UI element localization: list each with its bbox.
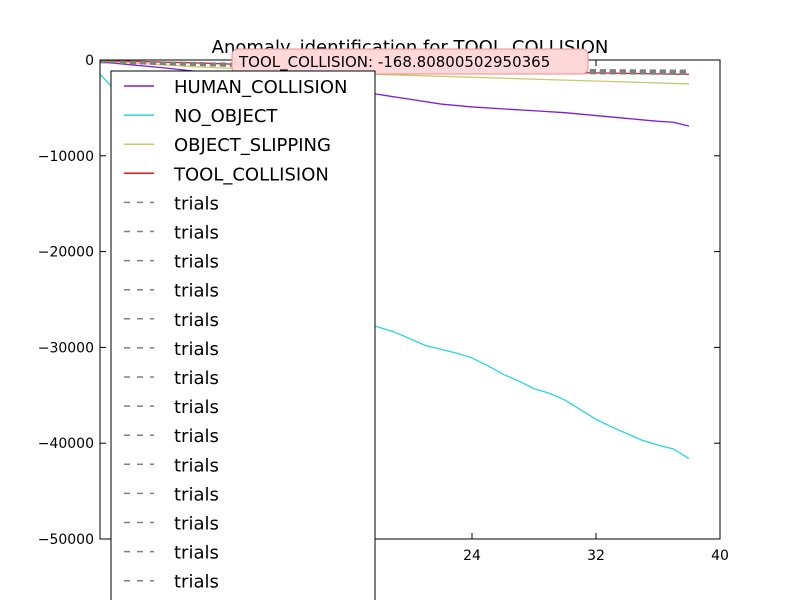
y-tick-label: −50000 <box>38 532 94 548</box>
legend-entry: trials <box>124 426 219 447</box>
legend-entry: OBJECT_SLIPPING <box>124 135 331 156</box>
legend-label: HUMAN_COLLISION <box>174 77 348 98</box>
legend-label: trials <box>174 426 219 447</box>
legend-entry: trials <box>124 514 219 535</box>
legend-label: trials <box>174 572 219 593</box>
legend-entry: trials <box>124 193 219 214</box>
series-line-1 <box>99 73 690 460</box>
legend-entry: HUMAN_COLLISION <box>124 77 348 98</box>
legend-entry: trials <box>124 223 219 244</box>
series-line-2 <box>99 60 690 85</box>
legend-label: trials <box>174 484 219 505</box>
legend-entry: trials <box>124 368 219 389</box>
legend-entry: trials <box>124 252 219 273</box>
legend-label: OBJECT_SLIPPING <box>174 135 331 156</box>
legend-label: NO_OBJECT <box>174 106 278 127</box>
legend-label: trials <box>174 543 219 564</box>
annotation-box <box>231 48 589 75</box>
legend-entry: TOOL_COLLISION <box>124 164 329 185</box>
legend-label: trials <box>174 223 219 244</box>
ticks-layer: 0 −10000 −20000 −30000 −40000 −50000 24 32 40 <box>38 53 729 564</box>
y-tick-label: 0 <box>85 53 94 69</box>
legend: HUMAN_COLLISION NO_OBJECT OBJECT_SLIPPING T… <box>110 70 376 600</box>
legend-label: trials <box>174 368 219 389</box>
x-tick-label: 40 <box>711 548 729 564</box>
y-tick-label: −30000 <box>38 340 94 356</box>
y-tick-label: −20000 <box>38 245 94 261</box>
legend-label: trials <box>174 514 219 535</box>
legend-entry: trials <box>124 572 219 593</box>
legend-entry: trials <box>124 281 219 302</box>
legend-entry: trials <box>124 543 219 564</box>
y-tick-label: −10000 <box>38 149 94 165</box>
legend-entry: trials <box>124 484 219 505</box>
annotation: TOOL_COLLISION: -168.80800502950365 <box>231 48 589 75</box>
y-tick-label: −40000 <box>38 436 94 452</box>
legend-entry: trials <box>124 310 219 331</box>
legend-label: trials <box>174 310 219 331</box>
legend-label: TOOL_COLLISION <box>173 164 329 185</box>
legend-label: trials <box>174 281 219 302</box>
annotation-text: TOOL_COLLISION: -168.80800502950365 <box>238 53 550 72</box>
legend-label: trials <box>174 252 219 273</box>
legend-label: trials <box>174 397 219 418</box>
x-tick-label: 32 <box>587 548 605 564</box>
legend-box <box>110 70 376 600</box>
legend-entry: NO_OBJECT <box>124 106 278 127</box>
legend-label: trials <box>174 193 219 214</box>
x-tick-label: 24 <box>463 548 481 564</box>
legend-label: trials <box>174 339 219 360</box>
legend-entry: trials <box>124 455 219 476</box>
legend-entry: trials <box>124 339 219 360</box>
legend-label: trials <box>174 455 219 476</box>
legend-entry: trials <box>124 397 219 418</box>
